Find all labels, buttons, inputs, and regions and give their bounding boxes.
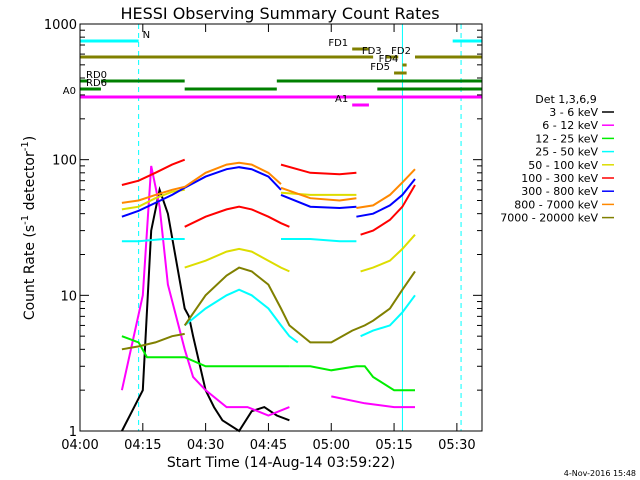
series-4-line-2 xyxy=(280,191,357,196)
x-tick-label-6: 05:30 xyxy=(438,438,475,453)
series-2-line-1 xyxy=(289,365,415,392)
y-axis-label-main: Count Rate (s xyxy=(22,225,38,320)
series-6-line-0 xyxy=(121,186,186,218)
series-6 xyxy=(121,166,416,218)
series-1-line-1 xyxy=(331,395,415,409)
series-7-line-1 xyxy=(184,161,282,188)
flag-fd2: FD2 xyxy=(80,46,482,59)
y-axis-label-end: ) xyxy=(22,136,38,141)
x-tick-label-1: 04:15 xyxy=(124,438,161,453)
series-7 xyxy=(121,161,416,209)
flag-rd6: RD6 xyxy=(80,78,482,91)
x-axis: 04:00 04:15 04:30 04:45 05:00 05:15 05:30 xyxy=(61,24,476,453)
series-3 xyxy=(121,238,416,344)
legend-label-4: 50 - 100 keV xyxy=(528,159,598,172)
flag-fd1: FD1 xyxy=(328,38,369,51)
series-5-line-3 xyxy=(360,184,416,236)
flag-a0: A0 xyxy=(63,86,482,99)
series-3-line-3 xyxy=(360,294,416,338)
legend-title: Det 1,3,6,9 xyxy=(535,93,597,106)
series-7-line-0 xyxy=(121,185,185,204)
series-4-line-3 xyxy=(360,234,416,273)
series-5-line-1 xyxy=(184,205,290,228)
series-2 xyxy=(121,335,415,392)
series-7-line-3 xyxy=(356,168,416,209)
y-axis-label-sup2: -1 xyxy=(20,141,31,151)
y-tick-label-3: 1000 xyxy=(44,18,77,33)
series-3-line-1 xyxy=(184,288,299,344)
flag-label-fd2: FD2 xyxy=(391,46,411,57)
flag-label-rd6: RD6 xyxy=(86,78,107,89)
flag-label-n: N xyxy=(143,30,150,41)
flag-a1: A1 xyxy=(335,94,369,107)
x-tick-label-0: 04:00 xyxy=(61,438,98,453)
legend-label-8: 7000 - 20000 keV xyxy=(500,212,598,225)
x-tick-label-4: 05:00 xyxy=(313,438,350,453)
flag-fd3: FD3 xyxy=(362,46,399,59)
legend-label-1: 6 - 12 keV xyxy=(542,119,598,132)
legend-label-0: 3 - 6 keV xyxy=(549,106,598,119)
y-axis-label-mid: detector xyxy=(22,151,38,215)
legend-label-2: 12 - 25 keV xyxy=(535,132,598,145)
legend-label-3: 25 - 50 keV xyxy=(535,146,598,159)
y-tick-label-2: 100 xyxy=(52,154,77,169)
chart-title: HESSI Observing Summary Count Rates xyxy=(120,4,439,23)
flag-label-rd0: RD0 xyxy=(86,70,107,81)
flag-label-fd5: FD5 xyxy=(370,62,390,73)
flag-label-a0: A0 xyxy=(63,86,76,97)
flag-label-fd4: FD4 xyxy=(379,54,399,65)
flag-fd4: FD4 xyxy=(379,54,407,67)
series-6-line-1 xyxy=(184,166,282,191)
series-5-line-2 xyxy=(280,163,357,176)
series-2-line-0 xyxy=(121,335,290,368)
series-3-line-2 xyxy=(281,238,357,243)
y-axis-label: Count Rate (s-1 detector-1) xyxy=(20,136,38,320)
y-tick-label-1: 10 xyxy=(60,289,77,304)
y-axis-label-sup1: -1 xyxy=(20,215,31,225)
series-1-line-0 xyxy=(120,165,290,417)
flag-label-fd3: FD3 xyxy=(362,46,382,57)
x-tick-label-5: 05:15 xyxy=(375,438,412,453)
flag-label-fd1: FD1 xyxy=(328,38,348,49)
date-stamp: 4-Nov-2016 15:48 xyxy=(564,469,636,478)
x-tick-label-3: 04:45 xyxy=(250,438,287,453)
series-6-line-3 xyxy=(356,178,416,218)
legend-label-6: 300 - 800 keV xyxy=(521,185,598,198)
flag-n: N xyxy=(80,30,482,43)
series-8-line-0 xyxy=(121,332,185,351)
y-axis: 1 10 100 1000 xyxy=(44,18,482,440)
flag-fd5: FD5 xyxy=(370,62,407,75)
legend-label-7: 800 - 7000 keV xyxy=(514,198,598,211)
x-axis-label: Start Time (14-Aug-14 03:59:22) xyxy=(167,455,395,471)
series-8 xyxy=(121,266,416,351)
y-tick-label-0: 1 xyxy=(69,425,77,440)
legend-label-5: 100 - 300 keV xyxy=(521,172,598,185)
series-5-line-0 xyxy=(121,158,186,186)
series-5 xyxy=(121,158,416,236)
series-3-line-0 xyxy=(121,238,185,243)
series-6-line-2 xyxy=(280,193,357,210)
series-1 xyxy=(120,165,415,417)
series-7-line-2 xyxy=(280,186,357,202)
x-tick-label-2: 04:30 xyxy=(187,438,224,453)
series-4-line-1 xyxy=(184,247,290,273)
series-4-line-0 xyxy=(121,188,185,211)
flag-label-a1: A1 xyxy=(335,94,348,105)
plot-frame xyxy=(79,23,483,432)
series-8-line-1 xyxy=(183,266,416,344)
flag-rd0: RD0 xyxy=(80,70,482,83)
